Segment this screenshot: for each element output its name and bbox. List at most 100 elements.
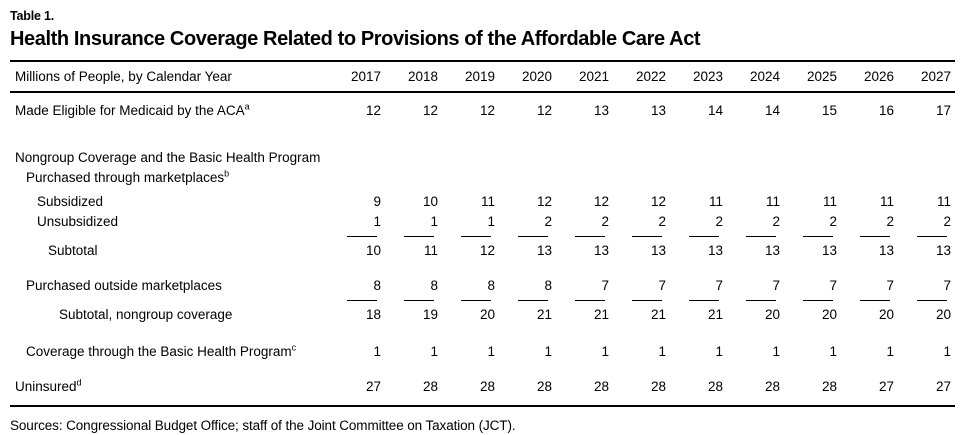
subtotal-rule	[404, 300, 434, 301]
table-head: Millions of People, by Calendar Year 201…	[10, 61, 955, 93]
value-cell: 1	[715, 344, 723, 359]
value-cell	[727, 168, 784, 188]
value-cell: 13	[593, 103, 609, 118]
value-cell: 1	[772, 344, 780, 359]
coverage-table: Millions of People, by Calendar Year 201…	[10, 60, 955, 407]
value-cell: 12	[365, 103, 381, 118]
footnote-marker: c	[291, 342, 297, 353]
rule-row-spacer	[10, 232, 328, 241]
rule-cell	[556, 232, 613, 241]
value-cell: 16	[878, 103, 894, 118]
row-label: Purchased outside marketplaces	[26, 278, 222, 293]
table-row: Subtotal, nongroup coverage 18 19 20 21 21 21 2…	[10, 305, 955, 325]
subtotal-rule	[746, 300, 776, 301]
table-row: Nongroup Coverage and the Basic Health P…	[10, 121, 955, 168]
value-cell	[841, 168, 898, 188]
value-cell	[328, 121, 385, 168]
value-cell: 7	[886, 278, 894, 293]
value-cell	[784, 168, 841, 188]
rule-cell	[841, 232, 898, 241]
value-cell: 13	[821, 243, 837, 258]
value-cell: 11	[936, 194, 951, 209]
row-label: Nongroup Coverage and the Basic Health P…	[15, 150, 321, 165]
rule-cell	[898, 296, 955, 305]
value-cell: 20	[935, 307, 951, 322]
subtotal-rule	[803, 236, 833, 237]
value-cell: 12	[536, 103, 552, 118]
table-row: Subsidized 9 10 11 12 12 12 11 11 11 11 11	[10, 188, 955, 212]
value-cell: 11	[708, 194, 723, 209]
subtotal-rule	[860, 236, 890, 237]
row-label: Purchased through marketplacesb	[26, 168, 230, 185]
table-row: Uninsuredd 27 28 28 28 28 28 28 28 28 27 27	[10, 362, 955, 406]
subtotal-rule	[746, 236, 776, 237]
rule-cell	[442, 232, 499, 241]
value-cell: 1	[544, 344, 552, 359]
row-label: Coverage through the Basic Health Progra…	[26, 342, 297, 359]
value-cell: 1	[373, 214, 381, 229]
value-cell: 12	[479, 243, 495, 258]
rule-cell	[841, 296, 898, 305]
value-cell: 28	[422, 379, 438, 394]
value-cell: 15	[821, 103, 837, 118]
value-cell: 13	[536, 243, 552, 258]
rule-cell	[898, 232, 955, 241]
rule-cell	[499, 296, 556, 305]
row-label: Subtotal, nongroup coverage	[59, 307, 233, 322]
value-cell: 14	[764, 103, 780, 118]
rule-cell	[670, 232, 727, 241]
rule-cell	[556, 296, 613, 305]
value-cell	[442, 121, 499, 168]
rule-cell	[499, 232, 556, 241]
subtotal-rule	[803, 300, 833, 301]
subtotal-rule	[632, 236, 662, 237]
value-cell: 13	[650, 103, 666, 118]
sources-note: Sources: Congressional Budget Office; st…	[10, 418, 516, 433]
subtotal-rule	[404, 236, 434, 237]
value-cell: 28	[650, 379, 666, 394]
value-cell: 2	[829, 214, 837, 229]
value-cell: 1	[430, 344, 438, 359]
table-row: Unsubsidized 1 1 1 2 2 2 2 2 2 2 2	[10, 212, 955, 232]
value-cell: 2	[943, 214, 951, 229]
rule-cell	[784, 232, 841, 241]
rule-cell	[727, 232, 784, 241]
value-cell: 28	[821, 379, 837, 394]
value-cell: 28	[593, 379, 609, 394]
value-cell: 7	[601, 278, 609, 293]
row-label: Made Eligible for Medicaid by the ACAa	[15, 101, 250, 118]
value-cell: 21	[707, 307, 723, 322]
value-cell: 2	[544, 214, 552, 229]
value-cell: 20	[764, 307, 780, 322]
value-cell: 1	[373, 344, 381, 359]
value-cell: 21	[593, 307, 609, 322]
value-cell: 18	[365, 307, 381, 322]
rule-cell	[613, 296, 670, 305]
value-cell	[670, 121, 727, 168]
table-head-row: Millions of People, by Calendar Year 201…	[10, 61, 955, 93]
value-cell: 11	[765, 194, 780, 209]
value-cell: 10	[365, 243, 381, 258]
value-cell: 2	[658, 214, 666, 229]
value-cell: 28	[707, 379, 723, 394]
value-cell: 12	[422, 103, 438, 118]
rule-cell	[328, 232, 385, 241]
subtotal-rule	[632, 300, 662, 301]
value-cell	[328, 168, 385, 188]
row-label: Subsidized	[37, 194, 104, 209]
value-cell	[385, 168, 442, 188]
rule-cell	[385, 232, 442, 241]
rule-cell	[670, 296, 727, 305]
column-header-year: 2025	[784, 61, 841, 93]
table-number: Table 1.	[10, 9, 55, 23]
value-cell: 11	[480, 194, 495, 209]
column-header-year: 2027	[898, 61, 955, 93]
value-cell: 2	[601, 214, 609, 229]
table-row: Subtotal 10 11 12 13 13 13 13 13 13 13 13	[10, 241, 955, 261]
value-cell: 13	[650, 243, 666, 258]
value-cell: 2	[772, 214, 780, 229]
value-cell: 9	[373, 194, 381, 209]
subtotal-rule	[575, 236, 605, 237]
rule-cell	[784, 296, 841, 305]
value-cell	[556, 121, 613, 168]
